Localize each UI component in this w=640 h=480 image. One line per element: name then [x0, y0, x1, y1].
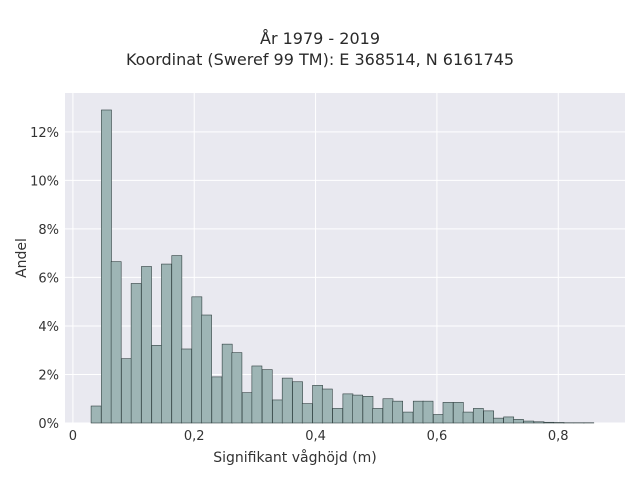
x-tick-label: 0	[69, 429, 77, 444]
histogram-bar	[272, 399, 283, 424]
y-axis-label: Andel	[14, 238, 30, 278]
x-tick-label: 0,4	[305, 429, 326, 444]
x-tick-label: 0,2	[184, 429, 205, 444]
histogram-bar	[382, 398, 394, 424]
x-axis-ticks: 0 0,2 0,4 0,6 0,8	[69, 429, 569, 444]
histogram-bar	[251, 365, 263, 424]
histogram-bar	[101, 109, 112, 424]
histogram-bar	[543, 421, 555, 424]
y-tick-label: 8%	[38, 223, 59, 238]
histogram-bar	[372, 408, 383, 424]
histogram-bars	[90, 109, 595, 424]
histogram-bar	[141, 266, 152, 424]
histogram-bar	[422, 400, 434, 424]
histogram-bar	[171, 255, 183, 424]
histogram-bar	[392, 400, 403, 424]
x-axis-label: Signifikant våghöjd (m)	[213, 449, 376, 466]
y-tick-label: 0%	[38, 417, 59, 432]
histogram-bar	[221, 343, 233, 424]
y-tick-label: 6%	[38, 271, 59, 286]
histogram-bar	[231, 352, 243, 424]
x-tick-label: 0,6	[427, 429, 448, 444]
chart-subtitle: Koordinat (Sweref 99 TM): E 368514, N 61…	[125, 50, 515, 69]
histogram-bar	[342, 393, 354, 424]
histogram-bar	[181, 348, 192, 424]
x-tick-label: 0,8	[548, 429, 569, 444]
chart-title: År 1979 - 2019	[260, 29, 380, 48]
histogram-bar	[191, 296, 203, 424]
histogram-bar	[483, 410, 495, 424]
histogram-bar	[211, 376, 223, 424]
y-tick-label: 12%	[30, 126, 59, 141]
histogram-bar	[452, 402, 464, 424]
histogram-bar	[503, 416, 515, 424]
histogram-bar	[301, 403, 313, 424]
histogram-bar	[523, 420, 535, 424]
histogram-bar	[321, 388, 333, 424]
histogram-bar	[513, 419, 524, 424]
histogram-bar	[151, 345, 163, 424]
histogram-bar	[533, 421, 545, 424]
histogram-bar	[201, 314, 212, 424]
y-tick-label: 10%	[30, 174, 59, 189]
histogram-bar	[110, 261, 122, 424]
histogram-bar	[352, 394, 363, 424]
histogram-bar	[432, 414, 444, 424]
y-axis-ticks: 0% 2% 4% 6% 8% 10% 12%	[30, 126, 59, 432]
histogram-bar	[90, 405, 102, 424]
histogram-bar	[130, 283, 142, 424]
histogram-bar	[241, 392, 253, 424]
histogram-bar	[362, 396, 374, 424]
histogram-bar	[462, 411, 474, 424]
y-tick-label: 2%	[38, 368, 59, 383]
histogram-bar	[261, 369, 273, 424]
histogram-bar	[281, 377, 293, 424]
histogram-bar	[332, 408, 343, 424]
histogram-bar	[121, 358, 132, 424]
histogram-bar	[312, 385, 323, 424]
y-tick-label: 4%	[38, 320, 59, 335]
histogram-bar	[442, 402, 454, 424]
histogram-bar	[292, 381, 303, 424]
histogram-bar	[493, 417, 504, 424]
histogram-bar	[412, 400, 424, 424]
histogram-bar	[402, 411, 414, 424]
histogram-bar	[161, 263, 172, 424]
histogram-bar	[473, 408, 484, 424]
